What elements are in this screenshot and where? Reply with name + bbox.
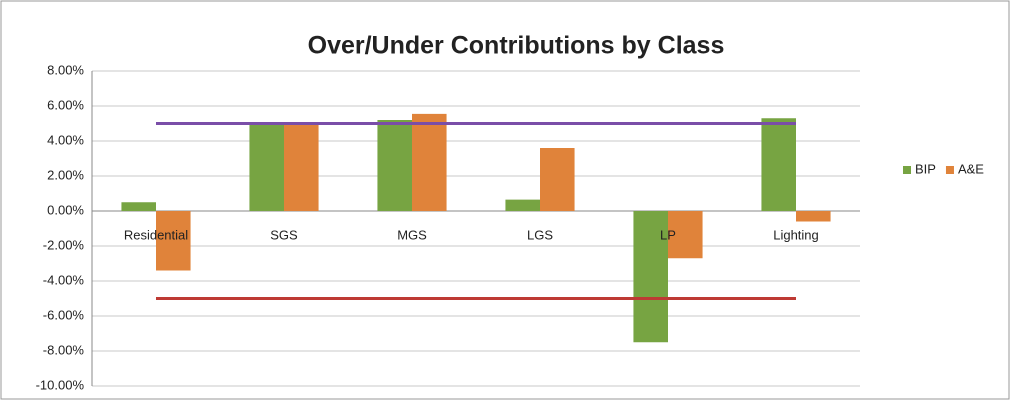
- bar: [796, 211, 831, 222]
- bar: [249, 123, 284, 211]
- y-tick-label: 0.00%: [47, 202, 84, 217]
- bar: [412, 113, 447, 211]
- legend-label: BIP: [915, 161, 936, 176]
- legend-swatch: [903, 166, 911, 174]
- bar: [761, 118, 796, 211]
- y-tick-label: -8.00%: [43, 342, 85, 357]
- bar: [156, 211, 191, 271]
- y-tick-label: -2.00%: [43, 237, 85, 252]
- x-tick-label: LGS: [527, 227, 553, 242]
- y-tick-label: -10.00%: [36, 377, 85, 392]
- legend-swatch: [945, 166, 954, 174]
- y-tick-label: -4.00%: [43, 272, 85, 287]
- y-tick-label: 8.00%: [47, 62, 84, 77]
- x-tick-label: LP: [660, 227, 676, 242]
- y-tick-label: -6.00%: [43, 307, 85, 322]
- y-tick-label: 4.00%: [47, 132, 84, 147]
- bar: [377, 120, 412, 211]
- x-tick-label: Lighting: [773, 227, 819, 242]
- bar: [121, 202, 156, 211]
- bar: [284, 123, 319, 211]
- y-tick-label: 2.00%: [47, 167, 84, 182]
- legend-label: A&E: [958, 161, 984, 176]
- x-tick-label: SGS: [270, 227, 298, 242]
- y-tick-label: 6.00%: [47, 97, 84, 112]
- x-tick-label: MGS: [397, 227, 427, 242]
- x-tick-label: Residential: [124, 227, 188, 242]
- bar: [540, 148, 575, 211]
- bar: [668, 211, 703, 259]
- chart-title: Over/Under Contributions by Class: [308, 32, 725, 60]
- bar: [505, 199, 540, 211]
- bar: [633, 211, 668, 343]
